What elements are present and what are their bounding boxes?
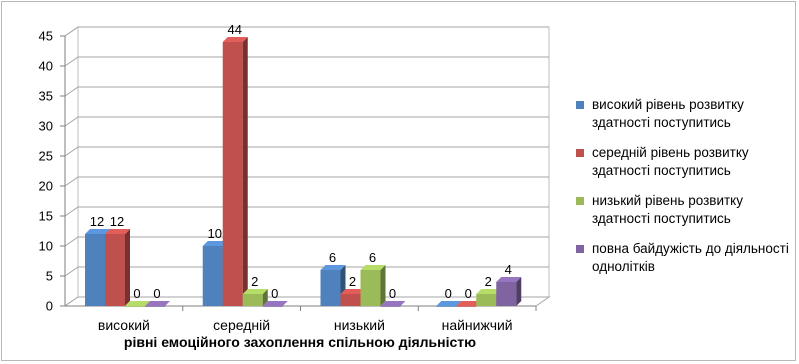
gridline [64,236,549,247]
bar-front [380,306,401,307]
bar-front [456,306,477,307]
bar-front [85,234,105,306]
data-label: 12 [90,214,104,229]
data-label: 0 [271,286,278,301]
x-axis-title: рівні емоційного захоплення спільною дія… [124,334,476,350]
bar-front [222,42,243,306]
data-label: 0 [445,286,452,301]
data-label: 2 [251,274,258,289]
bar-side [516,277,522,306]
legend-swatch [576,149,584,157]
legend-item: повна байдужість до діяльності одноліткі… [576,240,791,276]
bar-top [380,301,406,306]
bar-front [262,306,283,307]
data-label: 0 [153,286,160,301]
bar-side [262,289,268,306]
bar-top [340,289,366,294]
legend-item: середній рівень розвитку здатності посту… [576,144,791,180]
data-label: 0 [465,286,472,301]
category-label: високий [98,317,150,333]
bar-top [202,241,228,246]
bar-front [145,306,165,307]
data-label: 6 [329,250,336,265]
back-wall [77,26,550,298]
bar-front [476,294,497,306]
bar-top [320,265,346,270]
data-label: 44 [228,22,242,37]
gridline [64,86,549,97]
legend-label: повна байдужість до діяльності одноліткі… [592,241,789,274]
legend-item: низький рівень розвитку здатності поступ… [576,192,791,228]
bar-side [380,265,386,306]
bar-front [340,294,361,306]
bar-side [125,229,130,306]
gridline [64,26,549,37]
bar-top [105,229,130,234]
legend-label: середній рівень розвитку здатності посту… [592,145,749,178]
bar-front [125,306,145,307]
bar-top [360,265,386,270]
y-tick-label: 0 [46,299,53,314]
bar-front [242,294,263,306]
y-tick-label: 15 [39,209,53,224]
bar-front [436,306,457,307]
bar-top [262,301,288,306]
data-label: 0 [389,286,396,301]
bar-front [202,246,223,306]
y-tick-label: 5 [46,269,53,284]
y-tick-label: 20 [39,179,53,194]
bar-front [496,282,517,306]
y-tick-label: 30 [39,119,53,134]
category-label: низький [334,317,385,333]
legend-swatch [576,101,584,109]
bar-top [456,301,482,306]
bar-top [222,37,248,42]
gridline [64,116,549,127]
y-tick-label: 10 [39,239,53,254]
data-label: 2 [485,274,492,289]
side-wall [64,26,79,307]
legend-label: низький рівень розвитку здатності поступ… [592,193,743,226]
bar-front [320,270,341,306]
bar-side [242,37,248,306]
chart-legend: високий рівень розвитку здатності поступ… [576,96,791,288]
bar-top [125,301,150,306]
bar-top [496,277,522,282]
data-label: 0 [133,286,140,301]
gridline [64,266,549,277]
bar-top [145,301,170,306]
legend-label: високий рівень розвитку здатності поступ… [592,97,744,130]
legend-swatch [576,245,584,253]
bar-front [360,270,381,306]
category-label: найнижчий [442,317,513,333]
y-tick-label: 45 [39,29,53,44]
data-label: 4 [505,262,512,277]
y-tick-label: 40 [39,59,53,74]
gridline [64,146,549,157]
legend-swatch [576,197,584,205]
bar-top [476,289,502,294]
legend-item: високий рівень розвитку здатності поступ… [576,96,791,132]
gridline [64,206,549,217]
y-tick-label: 25 [39,149,53,164]
bar-front [105,234,125,306]
gridline [64,176,549,187]
bar-top [242,289,268,294]
gridline [64,56,549,67]
bar-top [436,301,462,306]
y-tick-label: 35 [39,89,53,104]
data-label: 6 [369,250,376,265]
category-label: середній [213,317,270,333]
data-label: 2 [349,274,356,289]
data-label: 10 [208,226,222,241]
bar-top [85,229,110,234]
data-label: 12 [110,214,124,229]
